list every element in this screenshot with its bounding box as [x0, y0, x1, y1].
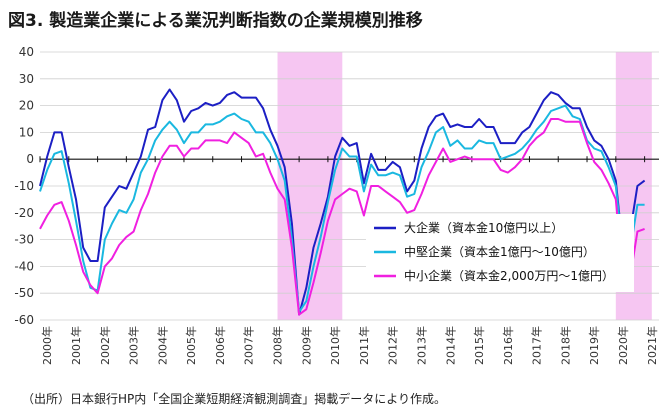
legend-label: 中小企業（資本金2,000万円～1億円） [404, 268, 614, 283]
series-lines [39, 88, 646, 316]
x-tick-label: 2005年 [184, 326, 198, 365]
y-tick-label: -60 [14, 313, 34, 327]
source-note: （出所）日本銀行HP内「全国企業短期経済観測調査」掲載データにより作成。 [22, 392, 447, 406]
x-tick-label: 2003年 [127, 326, 141, 365]
x-tick-label: 2015年 [472, 326, 486, 365]
x-tick-label: 2017年 [530, 326, 544, 365]
x-tick-label: 2019年 [587, 326, 601, 365]
x-tick-label: 2002年 [98, 326, 112, 365]
legend-label: 中堅企業（資本金1億円～10億円） [404, 244, 595, 259]
x-tick-label: 2016年 [501, 326, 515, 365]
x-tick-label: 2006年 [213, 326, 227, 365]
y-tick-label: -50 [14, 286, 34, 300]
x-tick-label: 2013年 [414, 326, 428, 365]
y-tick-label: 20 [19, 99, 34, 113]
x-tick-label: 2000年 [40, 326, 54, 365]
y-tick-label: -30 [14, 233, 34, 247]
y-tick-label: 10 [19, 125, 34, 139]
x-tick-label: 2018年 [558, 326, 572, 365]
x-tick-label: 2012年 [386, 326, 400, 365]
legend: 大企業（資本金10億円以上） 中堅企業（資本金1億円～10億円） 中小企業（資本金2… [366, 214, 634, 292]
series-line-1 [39, 88, 646, 316]
series-line-2 [39, 104, 645, 313]
y-tick-label: -40 [14, 259, 34, 273]
y-axis-ticks: 40 30 20 10 0 -10 -20 -30 -40 -50 -60 [14, 45, 34, 327]
x-tick-label: 2009年 [299, 326, 313, 365]
y-tick-label: -20 [14, 206, 34, 220]
x-tick-label: 2010年 [328, 326, 342, 365]
chart-title: 図3. 製造業企業による業況判断指数の企業規模別推移 [8, 11, 423, 31]
x-tick-label: 2020年 [616, 326, 630, 365]
x-tick-label: 2007年 [242, 326, 256, 365]
y-tick-label: 0 [26, 152, 34, 166]
legend-label: 大企業（資本金10億円以上） [404, 220, 563, 235]
x-tick-label: 2014年 [443, 326, 457, 365]
x-tick-label: 2004年 [155, 326, 169, 365]
series-line-3 [39, 118, 645, 316]
x-tick-label: 2011年 [357, 326, 371, 365]
x-tick-label: 2021年 [645, 326, 659, 365]
x-axis-ticks: 2000年 2001年 2002年 2003年 2004年 2005年 2006年 2007年… [39, 156, 659, 365]
y-tick-label: -10 [14, 179, 34, 193]
x-tick-label: 2008年 [271, 326, 285, 365]
x-tick-label: 2001年 [69, 326, 83, 365]
y-tick-label: 30 [19, 72, 34, 86]
y-tick-label: 40 [19, 45, 34, 59]
legend-box [366, 214, 634, 292]
